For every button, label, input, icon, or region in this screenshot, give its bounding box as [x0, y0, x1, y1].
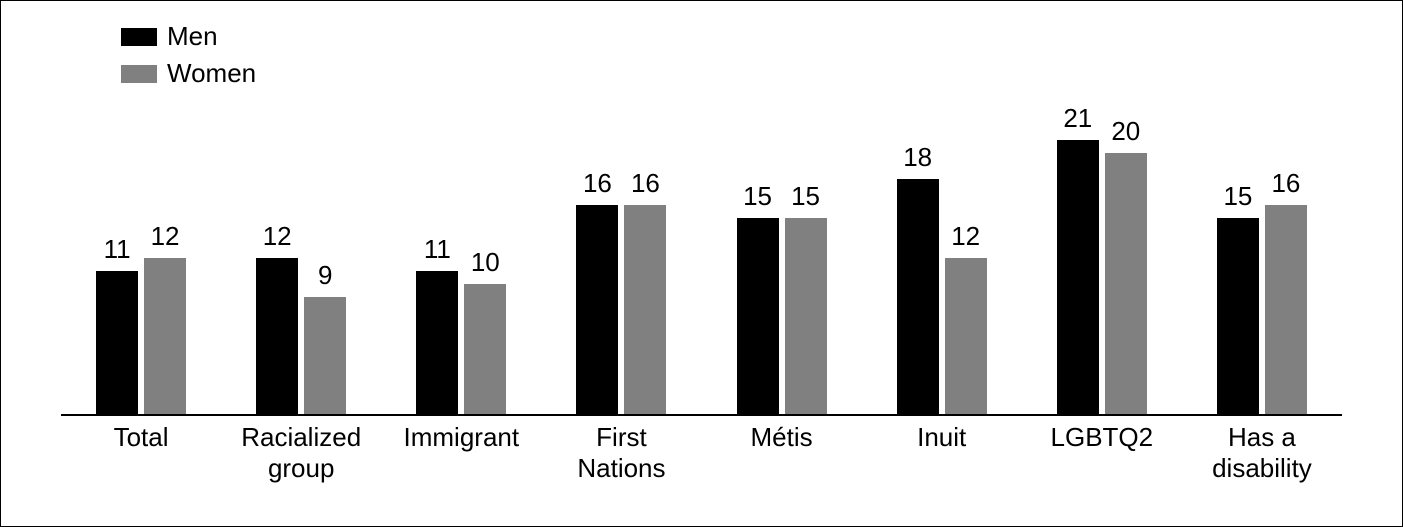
bar-men	[897, 179, 939, 414]
bar-group: 12 9	[221, 101, 381, 414]
bar-value-label: 15	[791, 181, 820, 212]
legend-swatch-women	[121, 65, 157, 83]
x-axis-category-label: Inuit	[862, 416, 1022, 516]
bar-column-women: 10	[464, 101, 506, 414]
bar-group: 21 20	[1022, 101, 1182, 414]
bar-value-label: 16	[583, 168, 612, 199]
bar-men	[737, 218, 779, 414]
bar-women	[304, 297, 346, 414]
bar-column-women: 12	[144, 101, 186, 414]
bar-men	[1057, 140, 1099, 414]
bar-value-label: 20	[1111, 116, 1140, 147]
bar-men	[96, 271, 138, 414]
bar-group: 1616	[541, 101, 701, 414]
bar-group: 1516	[1182, 101, 1342, 414]
bar-column-men: 21	[1057, 101, 1099, 414]
x-axis-category-label: Métis	[702, 416, 862, 516]
bar-group: 1515	[702, 101, 862, 414]
bar-column-men: 15	[737, 101, 779, 414]
bar-value-label: 15	[1223, 181, 1252, 212]
chart-container: Men Women 111212911101616151518122120151…	[0, 0, 1403, 527]
bar-value-label: 12	[151, 221, 180, 252]
legend-item-women: Women	[121, 58, 256, 89]
bar-men	[576, 205, 618, 414]
bar-column-men: 15	[1217, 101, 1259, 414]
bar-column-women: 16	[624, 101, 666, 414]
legend-label-women: Women	[167, 58, 256, 89]
bar-column-women: 16	[1265, 101, 1307, 414]
bar-value-label: 12	[263, 221, 292, 252]
bar-women	[464, 284, 506, 414]
bar-value-label: 16	[631, 168, 660, 199]
x-axis-category-label: FirstNations	[541, 416, 701, 516]
bar-value-label: 12	[951, 221, 980, 252]
bar-column-men: 11	[416, 101, 458, 414]
x-axis-category-label: Total	[61, 416, 221, 516]
bar-column-men: 12	[256, 101, 298, 414]
bar-group: 1812	[862, 101, 1022, 414]
bar-column-women: 15	[785, 101, 827, 414]
bar-men	[1217, 218, 1259, 414]
bar-men	[256, 258, 298, 415]
bar-column-women: 12	[945, 101, 987, 414]
bar-women	[1265, 205, 1307, 414]
legend-item-men: Men	[121, 21, 256, 52]
bar-value-label: 15	[743, 181, 772, 212]
bar-value-label: 10	[471, 247, 500, 278]
bar-men	[416, 271, 458, 414]
bar-group: 11 12	[61, 101, 221, 414]
bar-group: 11 10	[381, 101, 541, 414]
bar-value-label: 18	[903, 142, 932, 173]
bar-value-label: 21	[1063, 103, 1092, 134]
x-axis-category-label: Immigrant	[381, 416, 541, 516]
bar-groups: 1112129111016161515181221201516	[61, 101, 1342, 414]
bar-women	[624, 205, 666, 414]
bar-column-women: 9	[304, 101, 346, 414]
x-axis-labels: TotalRacializedgroupImmigrantFirstNation…	[61, 416, 1342, 516]
x-axis-category-label: Has adisability	[1182, 416, 1342, 516]
legend: Men Women	[121, 21, 256, 89]
bar-column-men: 16	[576, 101, 618, 414]
bar-column-men: 18	[897, 101, 939, 414]
bar-value-label: 16	[1271, 168, 1300, 199]
plot-area: 1112129111016161515181221201516	[61, 101, 1342, 416]
legend-label-men: Men	[167, 21, 218, 52]
x-axis-category-label: Racializedgroup	[221, 416, 381, 516]
bar-value-label: 11	[424, 234, 451, 265]
bar-women	[144, 258, 186, 415]
legend-swatch-men	[121, 28, 157, 46]
bar-women	[785, 218, 827, 414]
bar-value-label: 11	[104, 234, 131, 265]
bar-value-label: 9	[318, 260, 332, 291]
bar-women	[945, 258, 987, 415]
x-axis-category-label: LGBTQ2	[1022, 416, 1182, 516]
bar-column-men: 11	[96, 101, 138, 414]
bar-column-women: 20	[1105, 101, 1147, 414]
bar-women	[1105, 153, 1147, 414]
